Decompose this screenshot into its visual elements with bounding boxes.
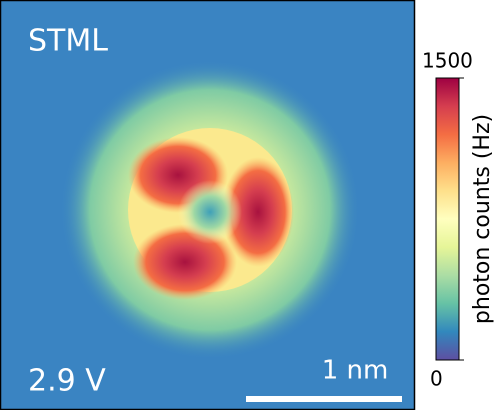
colorbar bbox=[436, 78, 459, 360]
map-title: STML bbox=[28, 24, 108, 59]
colorbar-tick-label: 1500 bbox=[422, 49, 473, 73]
chart: STML 2.9 V 1 nm photon counts (Hz) 0 1500 bbox=[0, 0, 499, 410]
colorbar-tick-label: 0 bbox=[430, 367, 443, 391]
colorbar-label: photon counts (Hz) bbox=[470, 114, 495, 324]
scale-bar-label: 1 nm bbox=[322, 356, 389, 386]
stml-map bbox=[0, 0, 415, 410]
annotation: 2.9 V bbox=[28, 364, 106, 399]
